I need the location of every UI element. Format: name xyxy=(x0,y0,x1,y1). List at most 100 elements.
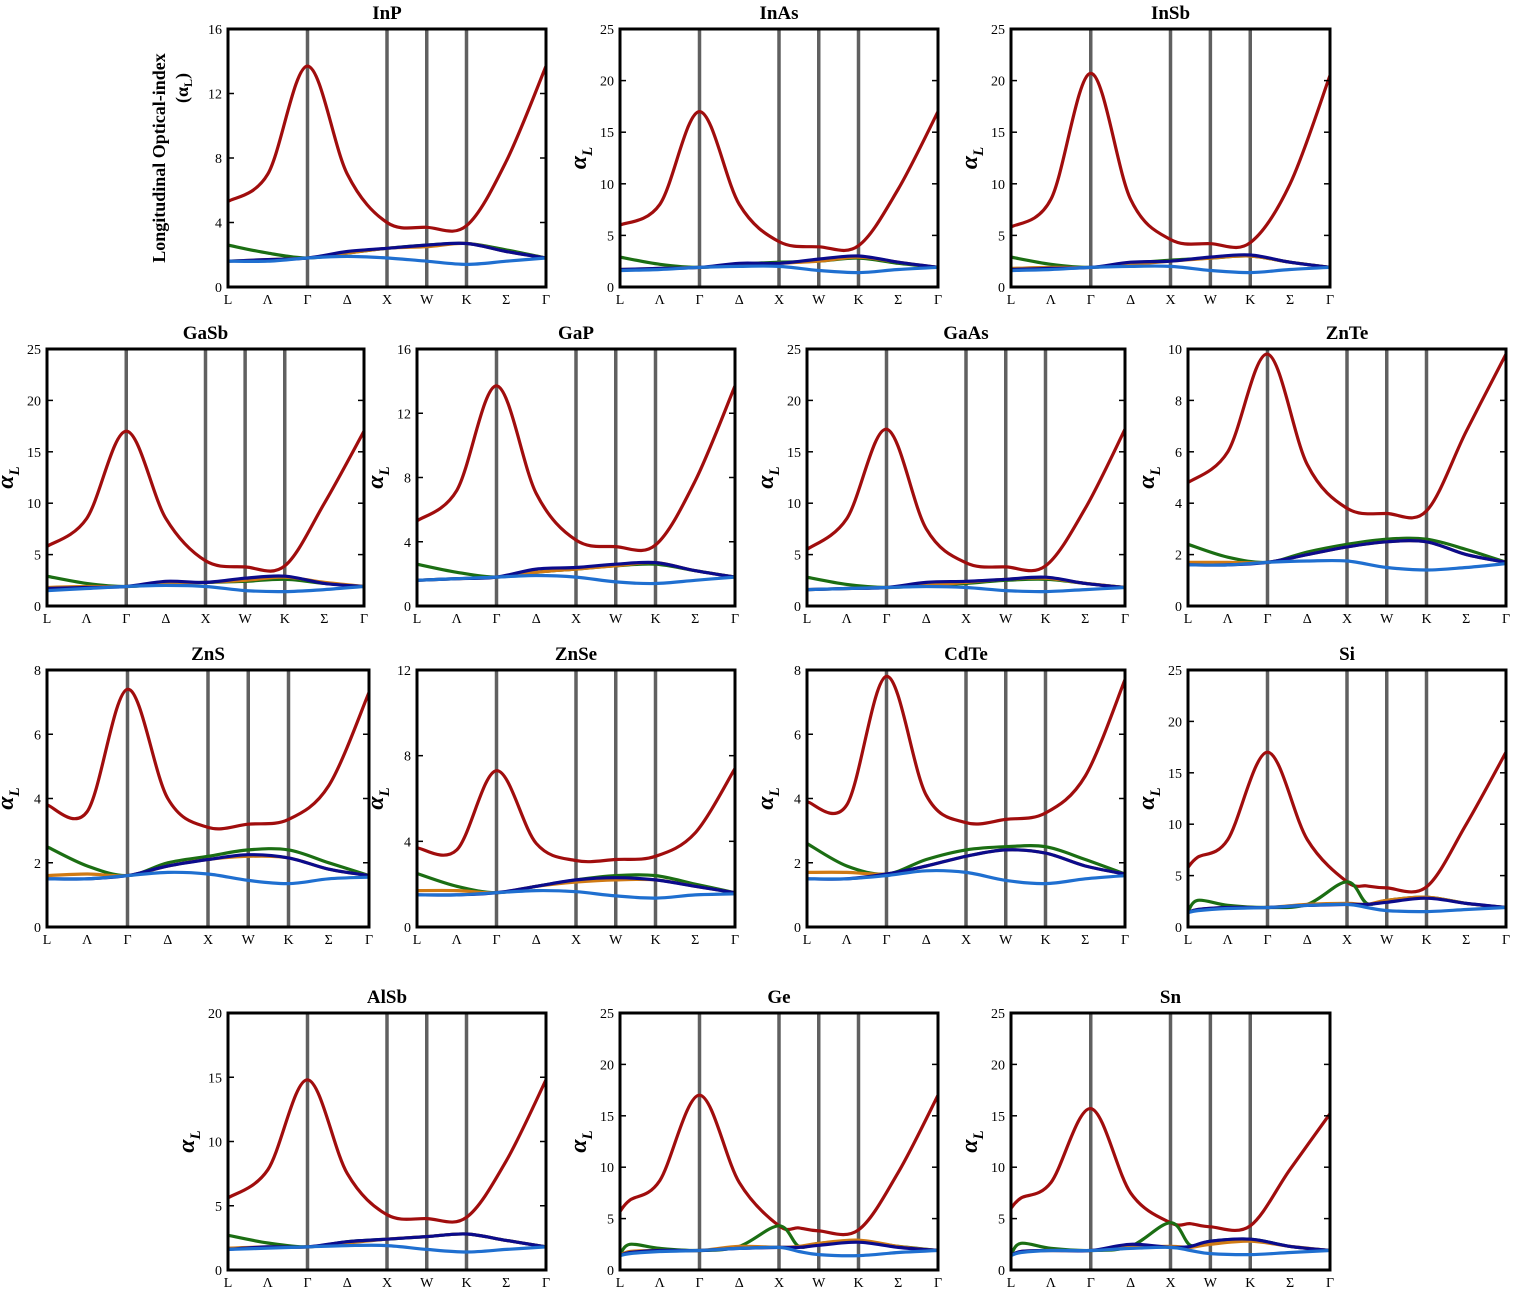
series-line-1 xyxy=(807,427,1125,573)
x-tick-label: Λ xyxy=(655,293,666,308)
series-line-5 xyxy=(228,1243,546,1254)
x-tick-label: K xyxy=(461,293,471,308)
panel-cdte: CdTe 0 2 4 6 8 L Λ Γ Δ X W K Σ ΓαL xyxy=(753,644,1129,948)
y-tick-label: 0 xyxy=(34,921,41,936)
series-line-1 xyxy=(1011,71,1330,250)
series-line-5 xyxy=(1011,1245,1330,1258)
y-tick-label: 6 xyxy=(1175,446,1182,461)
y-tick-label: 5 xyxy=(34,549,41,564)
x-tick-label: Γ xyxy=(1502,612,1510,627)
x-tick-label: Γ xyxy=(542,293,550,308)
y-axis-label: αL xyxy=(566,147,596,169)
panel-title: AlSb xyxy=(367,987,407,1008)
x-tick-label: X xyxy=(571,933,581,948)
series-line-1 xyxy=(1188,352,1506,520)
panel-gasb: GaSb 0 5 10 15 20 25 L Λ Γ Δ X W K Σ ΓαL xyxy=(0,323,368,627)
series-line-5 xyxy=(47,870,369,886)
series-line-2 xyxy=(47,845,369,878)
series-line-1 xyxy=(228,64,546,233)
y-tick-label: 20 xyxy=(600,1058,614,1073)
panel-title: GaAs xyxy=(943,323,988,344)
x-tick-label: Γ xyxy=(1326,1276,1334,1291)
x-tick-label: Γ xyxy=(695,1276,703,1291)
y-tick-label: 6 xyxy=(34,728,41,743)
x-tick-label: X xyxy=(382,1276,392,1291)
y-tick-label: 0 xyxy=(998,1264,1005,1279)
x-tick-label: K xyxy=(283,933,293,948)
y-tick-label: 10 xyxy=(787,497,801,512)
x-tick-label: Σ xyxy=(1286,293,1294,308)
y-tick-label: 8 xyxy=(404,750,411,765)
y-axis-label: αL xyxy=(957,147,987,169)
series-line-5 xyxy=(417,888,735,900)
x-tick-label: L xyxy=(224,293,233,308)
x-tick-label: K xyxy=(1040,612,1050,627)
x-tick-label: Γ xyxy=(360,612,368,627)
x-tick-label: Λ xyxy=(842,612,853,627)
panel-zns: ZnS 0 2 4 6 8 L Λ Γ Δ X W K Σ ΓαL xyxy=(0,644,373,948)
x-tick-label: W xyxy=(1204,293,1218,308)
x-tick-label: Σ xyxy=(1462,612,1470,627)
y-tick-label: 12 xyxy=(397,407,411,422)
x-tick-label: Σ xyxy=(1462,933,1470,948)
y-tick-label: 4 xyxy=(215,217,222,232)
x-tick-label: Γ xyxy=(695,293,703,308)
x-tick-label: Γ xyxy=(492,612,500,627)
series-line-1 xyxy=(417,384,735,553)
x-tick-label: X xyxy=(203,933,213,948)
x-tick-label: L xyxy=(1007,1276,1016,1291)
y-tick-label: 0 xyxy=(998,281,1005,296)
y-tick-label: 0 xyxy=(607,1264,614,1279)
panel-gaas: GaAs 0 5 10 15 20 25 L Λ Γ Δ X W K Σ ΓαL xyxy=(753,323,1129,627)
x-tick-label: Γ xyxy=(303,1276,311,1291)
x-tick-label: Γ xyxy=(122,612,130,627)
y-tick-label: 20 xyxy=(991,1058,1005,1073)
y-axis-label: αL xyxy=(1134,466,1164,488)
x-tick-label: Γ xyxy=(1502,933,1510,948)
x-tick-label: Γ xyxy=(1121,612,1129,627)
plot-frame xyxy=(45,347,366,608)
y-tick-label: 10 xyxy=(1168,818,1182,833)
y-axis-label: Longitudinal Optical-index xyxy=(149,53,169,263)
x-tick-label: Γ xyxy=(934,1276,942,1291)
y-axis-label: αL xyxy=(0,787,23,809)
y-tick-label: 25 xyxy=(600,23,614,38)
x-tick-label: Γ xyxy=(1087,293,1095,308)
y-tick-label: 15 xyxy=(600,126,614,141)
panel-title: InSb xyxy=(1151,3,1190,24)
x-tick-label: Σ xyxy=(691,933,699,948)
x-tick-label: Σ xyxy=(1081,933,1089,948)
y-tick-label: 25 xyxy=(787,343,801,358)
x-tick-label: L xyxy=(803,933,812,948)
x-tick-label: Δ xyxy=(735,1276,744,1291)
y-tick-label: 20 xyxy=(787,394,801,409)
x-tick-label: Δ xyxy=(343,1276,352,1291)
series-line-1 xyxy=(620,1093,938,1237)
panel-title: InP xyxy=(372,3,402,24)
y-tick-label: 8 xyxy=(1175,394,1182,409)
series-line-1 xyxy=(47,687,369,831)
y-tick-label: 4 xyxy=(404,835,411,850)
y-tick-label: 6 xyxy=(794,728,801,743)
panel-gap: GaP 0 4 8 12 16 L Λ Γ Δ X W K Σ ΓαL xyxy=(363,323,739,627)
y-tick-label: 0 xyxy=(404,921,411,936)
x-tick-label: Δ xyxy=(532,933,541,948)
plot-frame xyxy=(805,347,1127,608)
x-tick-label: X xyxy=(774,293,784,308)
y-tick-label: 16 xyxy=(208,23,222,38)
y-tick-label: 8 xyxy=(794,664,801,679)
x-tick-label: X xyxy=(1165,1276,1175,1291)
panel-inas: InAs 0 5 10 15 20 25 L Λ Γ Δ X W K Σ ΓαL xyxy=(566,3,942,308)
x-tick-label: Γ xyxy=(882,933,890,948)
series-line-1 xyxy=(228,1078,546,1224)
x-tick-label: Γ xyxy=(303,293,311,308)
plot-frame xyxy=(618,1011,940,1272)
y-tick-label: 0 xyxy=(607,281,614,296)
x-tick-label: Γ xyxy=(365,933,373,948)
series-line-5 xyxy=(620,1245,938,1258)
x-tick-label: Λ xyxy=(263,293,274,308)
series-line-1 xyxy=(620,110,938,253)
y-tick-label: 15 xyxy=(787,446,801,461)
y-tick-label: 2 xyxy=(794,857,801,872)
x-tick-label: Γ xyxy=(123,933,131,948)
